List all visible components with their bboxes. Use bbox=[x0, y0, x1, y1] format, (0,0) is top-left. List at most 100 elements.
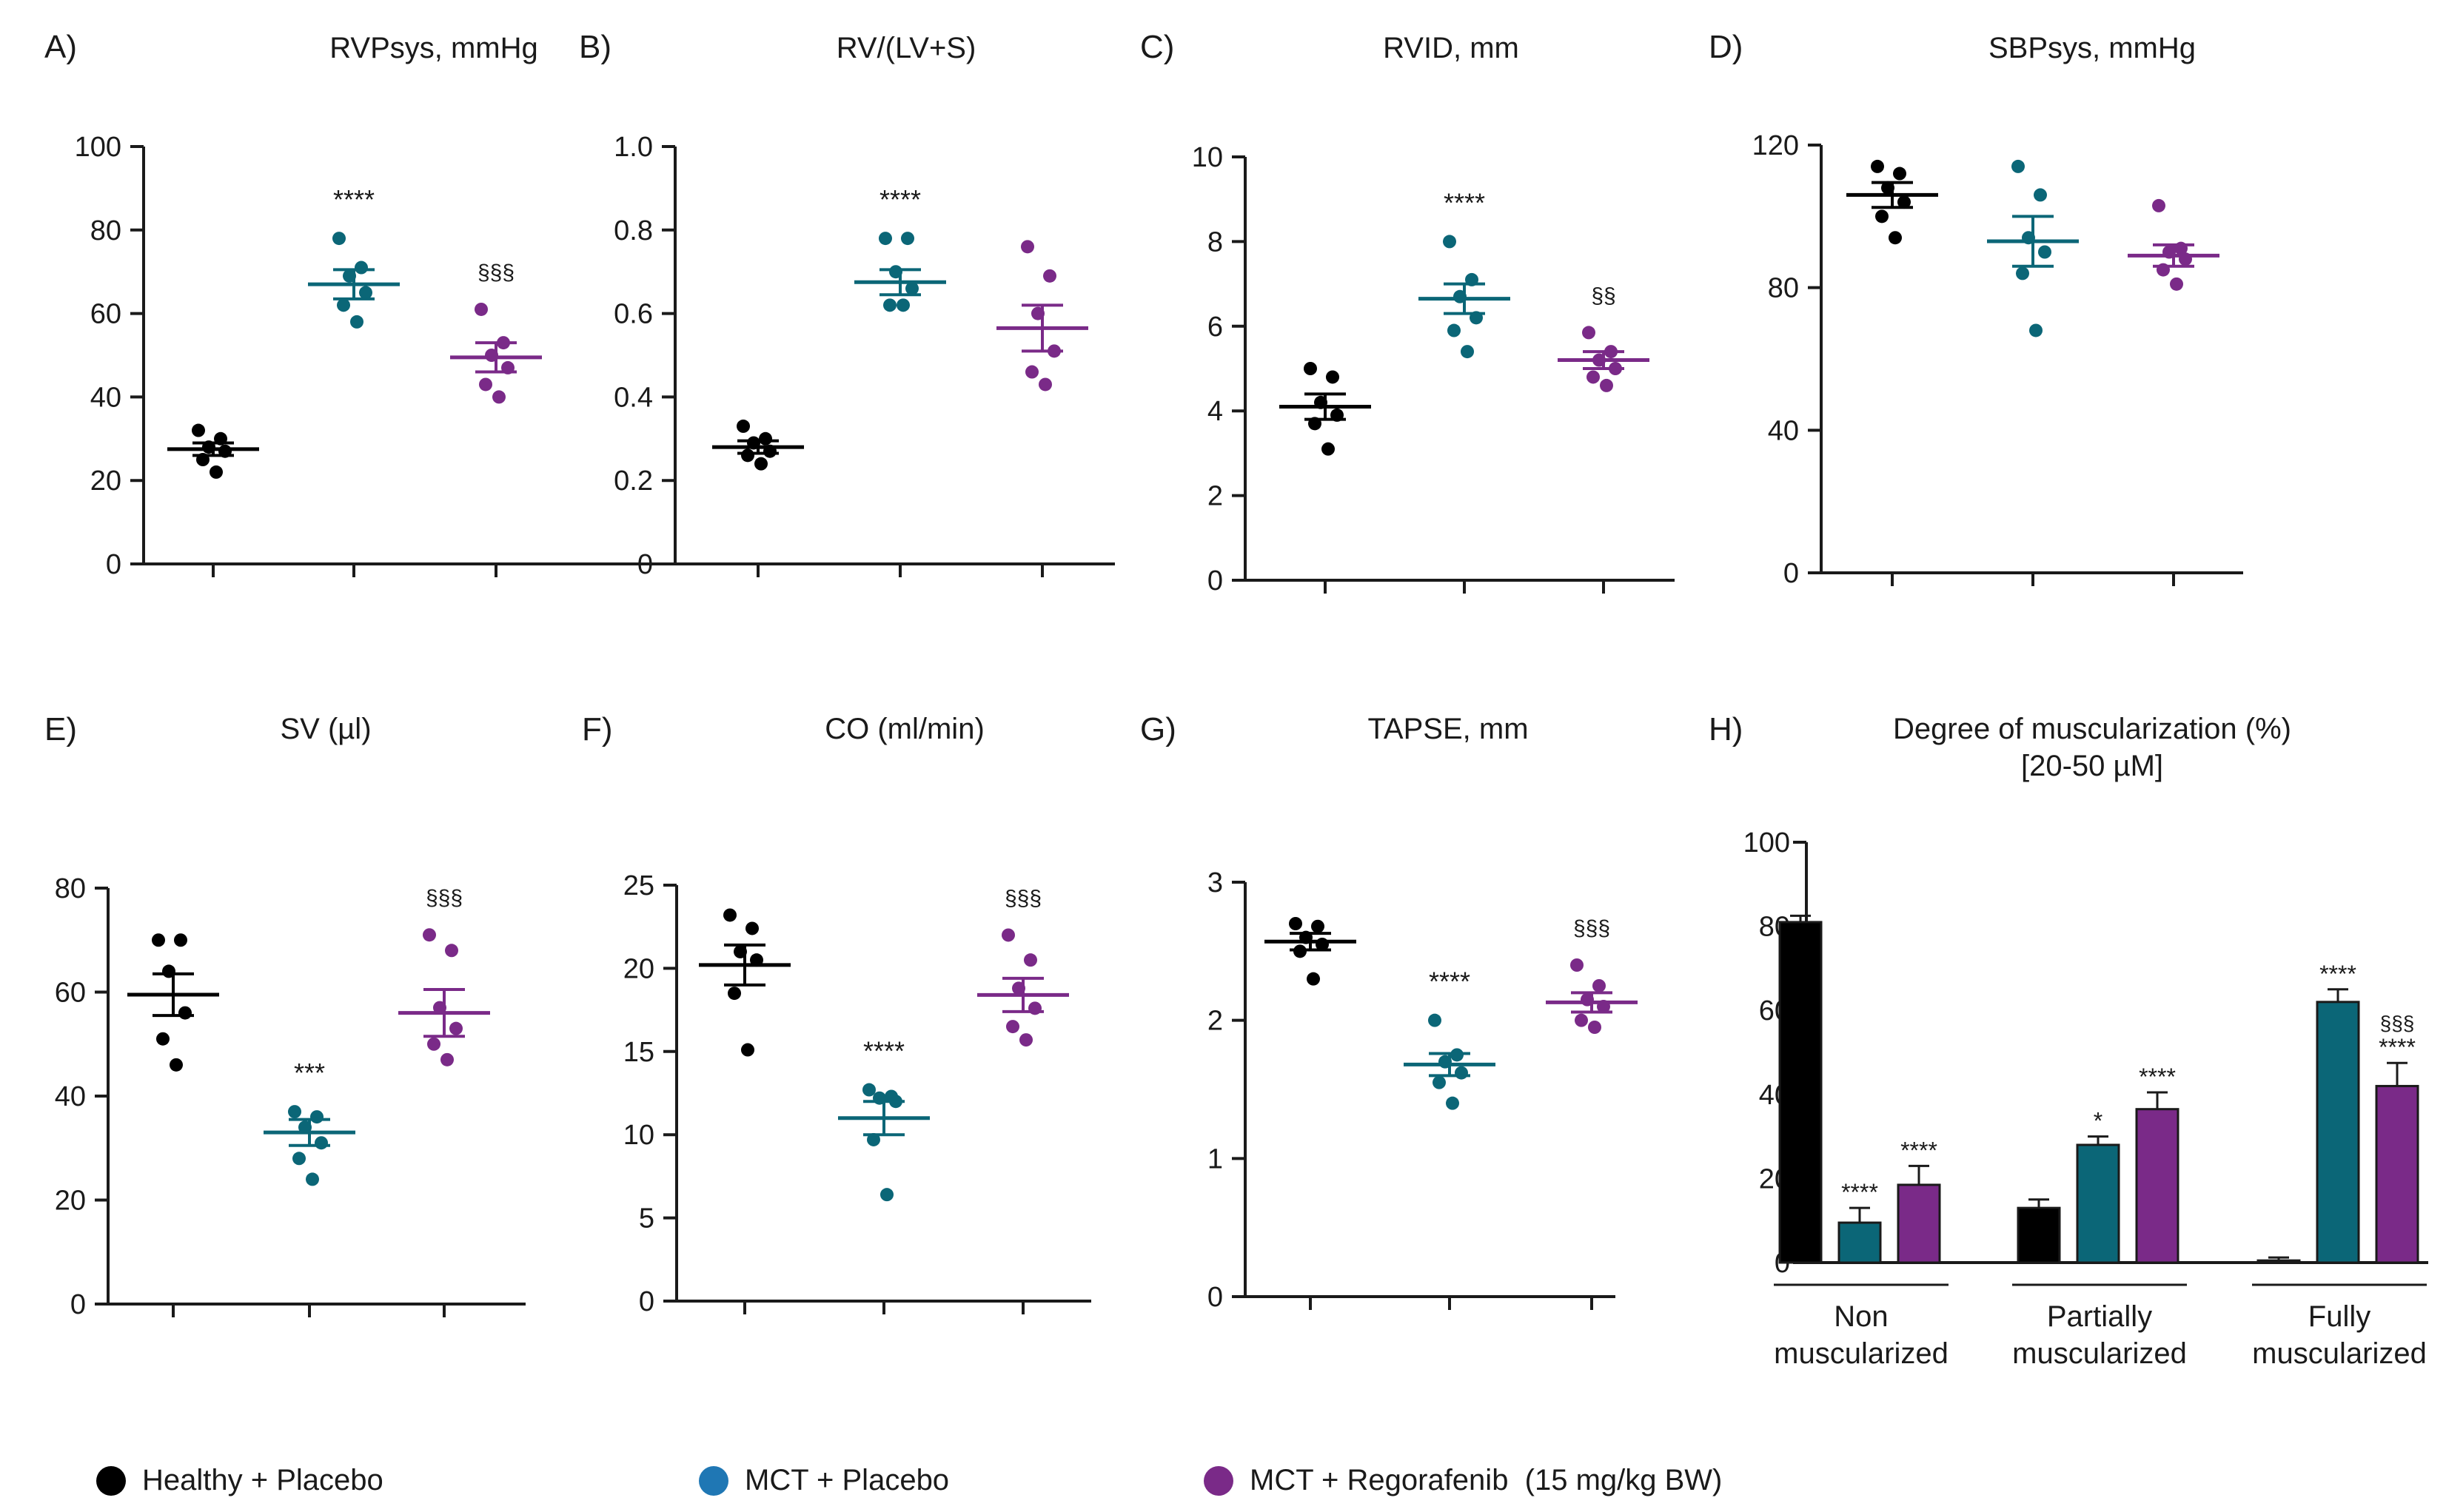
data-point bbox=[1461, 345, 1474, 359]
data-point bbox=[1024, 953, 1037, 967]
y-tick-label: 0 bbox=[106, 549, 121, 580]
bar bbox=[2017, 1206, 2061, 1264]
bar bbox=[2316, 1001, 2360, 1264]
panel-title: CO (ml/min) bbox=[825, 713, 985, 745]
data-point bbox=[2034, 188, 2047, 202]
bar bbox=[2375, 1084, 2419, 1264]
group-2: *** bbox=[264, 1058, 355, 1186]
data-point bbox=[1588, 1021, 1601, 1034]
panel-title: RV/(LV+S) bbox=[837, 32, 976, 64]
group-2: **** bbox=[1418, 187, 1510, 359]
data-point bbox=[1447, 323, 1461, 337]
data-point bbox=[2029, 323, 2043, 337]
data-point bbox=[332, 232, 346, 246]
y-tick-label: 60 bbox=[55, 978, 86, 1009]
data-point bbox=[883, 298, 897, 312]
panel-g: G) TAPSE, mm 0 1 2 3 **** §§§ bbox=[1140, 711, 1638, 1313]
y-tick-label: 40 bbox=[90, 382, 121, 413]
significance-annotation: §§§ bbox=[478, 261, 515, 285]
y-tick-label: 1 bbox=[1207, 1143, 1223, 1175]
data-point bbox=[759, 431, 772, 446]
group-1 bbox=[127, 933, 219, 1072]
data-point bbox=[427, 1037, 440, 1051]
data-point bbox=[445, 944, 458, 958]
data-point bbox=[1582, 326, 1595, 340]
data-point bbox=[1592, 979, 1606, 992]
data-point bbox=[315, 1136, 328, 1150]
group-1 bbox=[1279, 362, 1371, 456]
data-point bbox=[475, 302, 488, 316]
y-tick-label: 80 bbox=[1768, 273, 1799, 304]
data-point bbox=[905, 281, 919, 295]
data-point bbox=[292, 1152, 306, 1166]
y-tick-label: 2 bbox=[1207, 1006, 1223, 1037]
data-point bbox=[1433, 1075, 1446, 1089]
group-1 bbox=[167, 423, 259, 479]
significance-annotation: **** bbox=[1900, 1137, 1937, 1163]
y-tick-label: 120 bbox=[1752, 130, 1799, 161]
data-point bbox=[1043, 269, 1056, 283]
panel-label: C) bbox=[1140, 29, 1174, 65]
data-point bbox=[737, 419, 750, 433]
y-tick-label: 80 bbox=[55, 873, 86, 904]
data-point bbox=[1025, 365, 1039, 379]
y-tick-label: 80 bbox=[90, 215, 121, 246]
y-tick-label: 40 bbox=[1768, 415, 1799, 446]
data-point bbox=[2016, 266, 2029, 280]
data-point bbox=[440, 1052, 454, 1066]
data-point bbox=[449, 1021, 463, 1035]
panel-subtitle: [20-50 µM] bbox=[2021, 750, 2163, 782]
legend-dot-mct-regorafenib bbox=[1204, 1465, 1233, 1496]
bar bbox=[1897, 1183, 1941, 1264]
significance-annotation: **** bbox=[1444, 187, 1485, 218]
data-point bbox=[1875, 209, 1889, 224]
significance-annotation: **** bbox=[1841, 1179, 1878, 1206]
y-tick-label: 0.6 bbox=[614, 299, 653, 330]
data-point bbox=[1311, 919, 1324, 933]
significance-annotation: §§§ bbox=[426, 886, 463, 910]
significance-annotation: * bbox=[2094, 1108, 2102, 1135]
group-2: **** bbox=[838, 1036, 930, 1202]
category-label: muscularized bbox=[1774, 1337, 1949, 1370]
data-point bbox=[2038, 245, 2051, 259]
data-point bbox=[152, 933, 165, 947]
panel-title: SV (µl) bbox=[280, 713, 371, 745]
panel-label: E) bbox=[44, 711, 77, 747]
data-point bbox=[1021, 240, 1034, 254]
data-point bbox=[1326, 370, 1339, 384]
panel-d: D) SBPsys, mmHg 0 40 80 120 bbox=[1709, 29, 2243, 589]
panel-title: SBPsys, mmHg bbox=[1988, 32, 2196, 64]
data-point bbox=[2011, 159, 2025, 173]
data-point bbox=[745, 921, 759, 935]
bar bbox=[1837, 1221, 1882, 1264]
data-point bbox=[1428, 1013, 1441, 1027]
category-label: Fully bbox=[2308, 1300, 2370, 1333]
data-point bbox=[862, 1083, 876, 1097]
data-point bbox=[1321, 442, 1335, 456]
bar bbox=[2256, 1259, 2301, 1264]
data-point bbox=[174, 933, 187, 947]
panel-c: C) RVID, mm 0 2 4 6 8 10 **** §§ bbox=[1140, 29, 1675, 597]
group-1 bbox=[712, 419, 804, 471]
significance-annotation: **** bbox=[2379, 1034, 2416, 1061]
panel-title: RVID, mm bbox=[1383, 32, 1519, 64]
group-3 bbox=[996, 240, 1088, 392]
y-tick-label: 60 bbox=[90, 299, 121, 330]
data-point bbox=[728, 987, 741, 1001]
legend-dot-healthy bbox=[96, 1465, 126, 1496]
y-tick-label: 4 bbox=[1207, 396, 1223, 427]
data-point bbox=[1039, 377, 1052, 392]
data-point bbox=[2152, 198, 2165, 212]
data-point bbox=[492, 390, 506, 404]
bar bbox=[1778, 921, 1823, 1264]
data-point bbox=[741, 1043, 754, 1057]
y-tick-label: 0 bbox=[637, 549, 653, 580]
y-tick-label: 0 bbox=[639, 1286, 654, 1317]
y-tick-label: 0 bbox=[1207, 565, 1223, 597]
category-label: muscularized bbox=[2252, 1337, 2427, 1370]
significance-annotation: §§§ bbox=[1005, 886, 1042, 910]
y-tick-label: 100 bbox=[1743, 827, 1790, 859]
y-tick-label: 0 bbox=[1783, 558, 1799, 589]
data-point bbox=[880, 1188, 894, 1202]
